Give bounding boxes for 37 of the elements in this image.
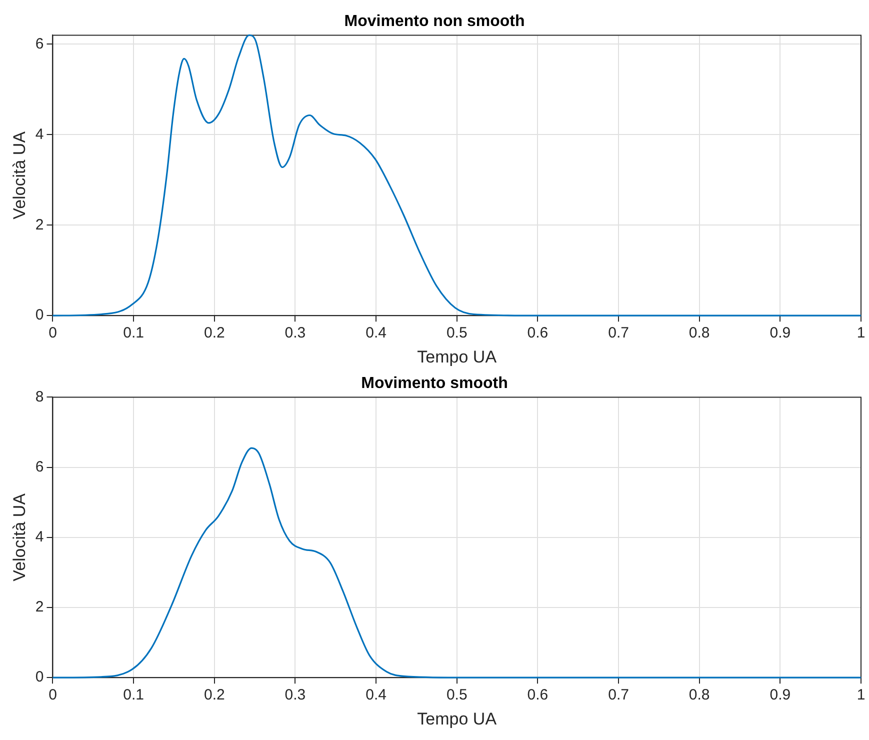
y-tick-label: 6	[35, 35, 44, 52]
x-tick-label: 0.1	[123, 324, 144, 342]
x-tick-label: 0.2	[204, 686, 225, 704]
x-axis-title: Tempo UA	[417, 347, 498, 366]
x-tick-label: 0.3	[284, 686, 306, 704]
y-tick-label: 2	[35, 216, 44, 234]
x-tick-label: 0.5	[446, 324, 468, 342]
x-tick-label: 1	[856, 686, 866, 704]
x-tick-label: 0.7	[608, 324, 629, 342]
y-axis-title: Velocità UA	[10, 130, 29, 220]
x-tick-label: 0.2	[204, 324, 225, 342]
x-tick-label: 0.4	[366, 324, 386, 342]
chart-title: Movimento smooth	[361, 375, 508, 392]
x-tick-label: 0.6	[527, 686, 548, 704]
x-tick-label: 0.8	[688, 686, 710, 704]
x-tick-label: 0.3	[284, 324, 306, 342]
y-tick-label: 8	[35, 388, 44, 406]
x-tick-label: 0.9	[770, 324, 791, 342]
y-tick-label: 6	[35, 458, 44, 476]
x-tick-label: 0.8	[688, 324, 710, 342]
chart-title: Movimento non smooth	[344, 13, 525, 30]
x-tick-label: 0.6	[527, 324, 548, 342]
x-tick-label: 1	[856, 324, 866, 342]
y-tick-label: 4	[35, 126, 44, 143]
y-axis-title: Velocità UA	[10, 492, 29, 582]
x-axis-title: Tempo UA	[417, 709, 498, 728]
x-tick-label: 0	[48, 686, 57, 704]
x-tick-label: 0.1	[123, 686, 144, 704]
y-tick-label: 4	[35, 528, 44, 546]
x-tick-label: 0.9	[770, 686, 791, 704]
x-tick-label: 0	[48, 324, 57, 342]
y-tick-label: 2	[35, 598, 44, 616]
x-tick-label: 0.4	[366, 686, 386, 704]
y-tick-label: 0	[35, 668, 44, 686]
y-tick-label: 0	[35, 306, 44, 324]
x-tick-label: 0.5	[446, 686, 468, 704]
x-tick-label: 0.7	[608, 686, 629, 704]
